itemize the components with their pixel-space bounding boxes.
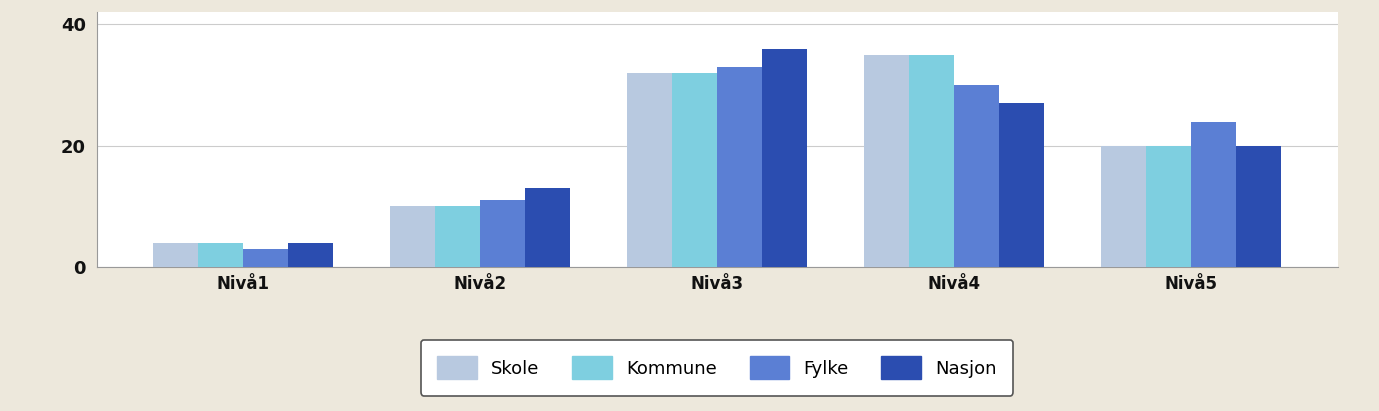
Bar <box>390 206 434 267</box>
Bar <box>480 201 525 267</box>
Bar <box>627 73 672 267</box>
Bar <box>243 249 288 267</box>
Bar <box>525 188 570 267</box>
Bar <box>1000 103 1044 267</box>
Bar <box>1191 122 1236 267</box>
Bar <box>1100 146 1146 267</box>
Bar <box>909 55 954 267</box>
Bar <box>954 85 1000 267</box>
Bar <box>672 73 717 267</box>
Bar <box>288 243 334 267</box>
Legend: Skole, Kommune, Fylke, Nasjon: Skole, Kommune, Fylke, Nasjon <box>421 340 1014 395</box>
Bar <box>717 67 763 267</box>
Bar <box>1146 146 1191 267</box>
Bar <box>865 55 909 267</box>
Bar <box>199 243 243 267</box>
Bar <box>763 49 807 267</box>
Bar <box>434 206 480 267</box>
Bar <box>1236 146 1281 267</box>
Bar <box>153 243 199 267</box>
